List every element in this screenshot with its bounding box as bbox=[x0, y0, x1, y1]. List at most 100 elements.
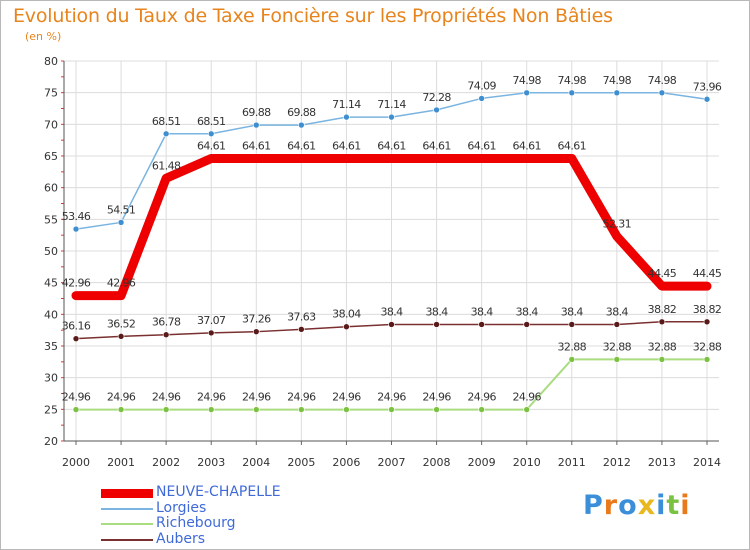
data-point-aubers bbox=[613, 321, 621, 328]
data-label-lorgies: 69.88 bbox=[242, 106, 271, 119]
data-point-neuve-chapelle bbox=[478, 154, 486, 162]
y-tick-label: 60 bbox=[44, 182, 58, 195]
data-point-richebourg bbox=[207, 406, 215, 413]
x-tick-label: 2009 bbox=[468, 456, 496, 469]
data-point-lorgies bbox=[568, 89, 576, 97]
data-point-richebourg bbox=[658, 356, 666, 363]
logo-letter: x bbox=[637, 490, 657, 521]
x-tick-label: 2005 bbox=[287, 456, 315, 469]
data-label-aubers: 38.4 bbox=[606, 305, 629, 318]
data-label-aubers: 37.63 bbox=[287, 310, 316, 323]
y-tick-label: 45 bbox=[44, 277, 58, 290]
data-point-aubers bbox=[298, 326, 305, 333]
data-label-aubers: 38.4 bbox=[471, 305, 494, 318]
y-tick-label: 75 bbox=[44, 87, 58, 100]
data-label-richebourg: 32.88 bbox=[648, 340, 677, 353]
data-label-lorgies: 68.51 bbox=[197, 115, 226, 128]
chart-title: Evolution du Taux de Taxe Foncière sur l… bbox=[13, 5, 613, 27]
data-point-lorgies bbox=[523, 89, 531, 97]
legend-label: NEUVE-CHAPELLE bbox=[156, 484, 281, 500]
data-label-lorgies: 53.46 bbox=[62, 210, 91, 223]
data-label-lorgies: 54.51 bbox=[107, 203, 136, 216]
data-label-neuve-chapelle: 64.61 bbox=[287, 139, 316, 152]
data-label-lorgies: 74.98 bbox=[512, 74, 541, 87]
data-label-aubers: 38.4 bbox=[561, 305, 584, 318]
logo-letter: o bbox=[618, 490, 638, 521]
data-point-neuve-chapelle bbox=[297, 154, 305, 162]
data-point-richebourg bbox=[343, 406, 350, 413]
data-label-richebourg: 24.96 bbox=[62, 391, 91, 404]
data-point-neuve-chapelle bbox=[568, 154, 576, 162]
legend-swatch bbox=[101, 538, 153, 541]
data-point-richebourg bbox=[72, 406, 80, 413]
legend-swatch bbox=[101, 523, 153, 525]
x-tick-label: 2001 bbox=[107, 456, 135, 469]
logo-letter: P bbox=[583, 490, 604, 521]
data-label-lorgies: 68.51 bbox=[152, 115, 181, 128]
data-label-richebourg: 24.96 bbox=[512, 391, 541, 404]
x-tick-label: 2013 bbox=[648, 456, 676, 469]
y-tick-label: 65 bbox=[44, 150, 58, 163]
data-point-lorgies bbox=[117, 219, 125, 226]
y-tick-label: 50 bbox=[44, 245, 58, 258]
data-label-richebourg: 24.96 bbox=[152, 391, 181, 404]
data-label-neuve-chapelle: 52.31 bbox=[603, 217, 632, 230]
data-label-neuve-chapelle: 64.61 bbox=[332, 139, 361, 152]
y-tick-label: 80 bbox=[44, 55, 58, 68]
data-point-aubers bbox=[117, 333, 125, 340]
data-point-lorgies bbox=[478, 95, 485, 102]
data-point-lorgies bbox=[162, 130, 170, 138]
data-point-neuve-chapelle bbox=[658, 282, 666, 290]
x-tick-label: 2004 bbox=[242, 456, 270, 469]
data-label-richebourg: 24.96 bbox=[242, 391, 271, 404]
legend-swatch bbox=[101, 507, 153, 510]
data-point-aubers bbox=[658, 318, 666, 326]
legend-label: Richebourg bbox=[156, 515, 236, 531]
data-point-richebourg bbox=[298, 406, 305, 413]
data-label-richebourg: 32.88 bbox=[558, 340, 587, 353]
data-point-aubers bbox=[703, 318, 711, 326]
data-point-lorgies bbox=[207, 130, 215, 138]
data-point-neuve-chapelle bbox=[207, 154, 215, 162]
data-point-aubers bbox=[252, 328, 260, 335]
data-label-richebourg: 24.96 bbox=[107, 391, 136, 404]
data-point-neuve-chapelle bbox=[342, 154, 350, 162]
data-point-neuve-chapelle bbox=[117, 292, 125, 300]
data-label-aubers: 38.4 bbox=[516, 305, 539, 318]
series-layer bbox=[71, 89, 712, 413]
data-label-aubers: 37.26 bbox=[242, 313, 271, 326]
data-point-neuve-chapelle bbox=[703, 282, 711, 290]
x-tick-label: 2014 bbox=[693, 456, 721, 469]
x-tick-label: 2012 bbox=[603, 456, 631, 469]
data-label-aubers: 36.78 bbox=[152, 316, 181, 329]
data-label-lorgies: 73.96 bbox=[693, 80, 722, 93]
data-label-lorgies: 74.09 bbox=[467, 79, 496, 92]
data-label-lorgies: 74.98 bbox=[558, 74, 587, 87]
y-tick-label: 40 bbox=[44, 308, 58, 321]
data-label-neuve-chapelle: 64.61 bbox=[512, 139, 541, 152]
data-point-neuve-chapelle bbox=[523, 154, 531, 162]
legend-swatch bbox=[101, 488, 153, 498]
data-point-aubers bbox=[72, 335, 80, 342]
data-label-lorgies: 71.14 bbox=[332, 98, 361, 111]
y-tick-label: 55 bbox=[44, 213, 58, 226]
data-label-neuve-chapelle: 64.61 bbox=[242, 139, 271, 152]
data-label-richebourg: 32.88 bbox=[603, 340, 632, 353]
x-tick-label: 2006 bbox=[332, 456, 360, 469]
data-point-lorgies bbox=[72, 225, 80, 233]
proxiti-logo: Proxiti bbox=[583, 490, 691, 521]
data-label-richebourg: 24.96 bbox=[332, 391, 361, 404]
data-point-lorgies bbox=[252, 121, 260, 129]
logo-letter: r bbox=[603, 490, 619, 521]
data-point-richebourg bbox=[252, 406, 260, 413]
y-tick-label: 25 bbox=[44, 403, 58, 416]
data-point-neuve-chapelle bbox=[252, 154, 260, 162]
x-tick-label: 2010 bbox=[513, 456, 541, 469]
data-point-lorgies bbox=[388, 113, 395, 121]
data-label-aubers: 36.16 bbox=[62, 320, 91, 333]
data-point-lorgies bbox=[298, 121, 305, 129]
data-label-neuve-chapelle: 64.61 bbox=[422, 139, 451, 152]
axis-layer: 20 25 30 35 40 45 50 55 60 65 70 75 80 2000 2001 2002 20… bbox=[44, 55, 721, 469]
